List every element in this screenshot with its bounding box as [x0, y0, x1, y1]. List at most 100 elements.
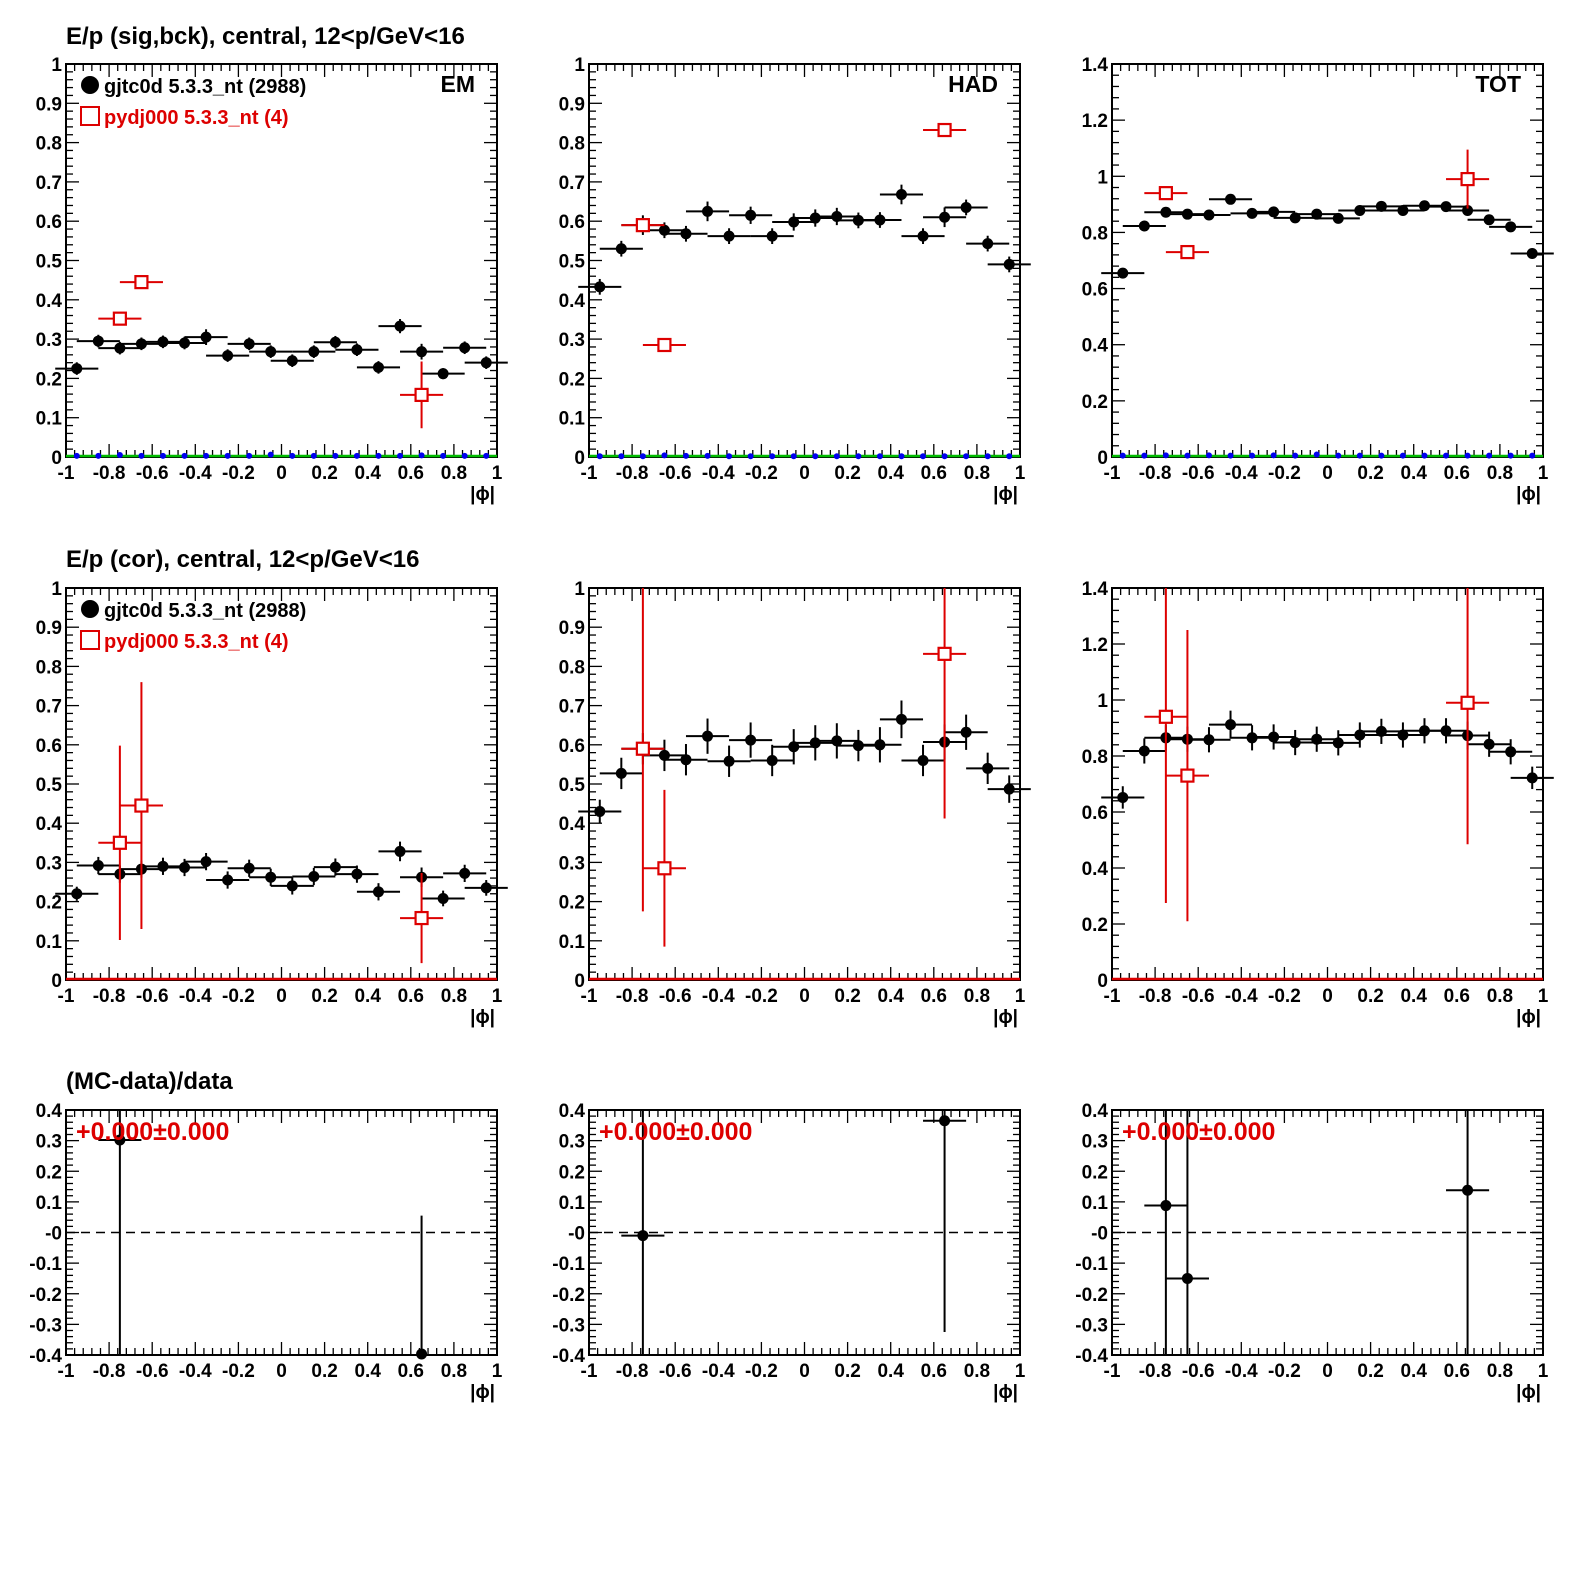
y-tick-label: 0.3	[36, 330, 62, 351]
y-tick-label: -0.4	[1075, 1346, 1108, 1367]
y-tick-label: 0.2	[1082, 1162, 1108, 1183]
data-point	[92, 335, 104, 347]
series-open-square-1	[1144, 149, 1490, 260]
y-tick-label: 0.9	[559, 618, 585, 639]
x-tick-label: 0	[276, 1361, 287, 1382]
data-point	[1160, 1200, 1172, 1212]
background-point	[726, 453, 733, 460]
y-tick-label: 0.3	[36, 853, 62, 874]
x-tick-label: -0.8	[93, 1361, 126, 1382]
data-point	[680, 754, 692, 766]
x-tick-label: -0.8	[1139, 463, 1172, 484]
background-point	[876, 453, 883, 460]
data-point	[939, 211, 951, 223]
background-point	[224, 452, 231, 459]
data-point	[1003, 258, 1015, 270]
data-point	[1311, 208, 1323, 220]
x-tick-label: -0.8	[93, 986, 126, 1007]
background-point	[812, 453, 819, 460]
y-tick-label: -0	[45, 1224, 62, 1245]
mc-point	[414, 387, 429, 403]
data-point	[1526, 772, 1538, 784]
series-open-square-1	[621, 588, 967, 947]
x-tick-label: -0.4	[702, 986, 735, 1007]
data-point	[416, 1348, 428, 1360]
y-tick-label: 0.4	[36, 814, 63, 835]
x-tick-label: 0.2	[311, 986, 337, 1007]
y-tick-label: -0.2	[29, 1285, 62, 1306]
x-tick-label: -0.4	[1225, 463, 1258, 484]
y-tick-label: 1	[1097, 167, 1108, 188]
data-point	[1375, 200, 1387, 212]
y-tick-label: 1	[51, 55, 62, 76]
x-tick-label: 0.4	[1400, 1361, 1427, 1382]
y-tick-label: 0.5	[36, 252, 63, 273]
x-tick-label: -0.6	[659, 1361, 692, 1382]
data-point	[243, 862, 255, 874]
data-point	[745, 209, 757, 221]
y-tick-label: 0.3	[36, 1132, 62, 1153]
background-point	[1529, 452, 1536, 459]
x-tick-label: -0.6	[1182, 463, 1215, 484]
y-tick-label: 0.2	[1082, 915, 1108, 936]
legend-marker	[80, 106, 100, 126]
data-point	[394, 320, 406, 332]
data-point	[1440, 725, 1452, 737]
data-point	[286, 880, 298, 892]
x-tick-label: -0.8	[616, 463, 649, 484]
x-tick-label: -0.6	[1182, 1361, 1215, 1382]
data-point	[351, 868, 363, 880]
data-point	[1440, 201, 1452, 213]
y-tick-label: 0.8	[1082, 747, 1108, 768]
data-point	[895, 713, 907, 725]
x-tick-label: -0.6	[136, 463, 169, 484]
y-tick-label: 0.5	[559, 775, 586, 796]
x-axis-label: |ϕ|	[1516, 1007, 1541, 1028]
background-point	[618, 453, 625, 460]
y-tick-label: -0.2	[552, 1285, 585, 1306]
panel-had-cor: -1 -0.8 -0.6 -0.4 -0.2 0 0.2 0.4 0.6 0.8 1|ϕ|00.10…	[559, 579, 1031, 1028]
background-point	[159, 452, 166, 459]
background-point	[984, 453, 991, 460]
data-point	[809, 737, 821, 749]
data-point	[723, 230, 735, 242]
data-point	[1203, 734, 1215, 746]
series-circle-0	[578, 700, 1031, 824]
x-axis-label: |ϕ|	[470, 1007, 495, 1028]
y-tick-label: 1	[1097, 691, 1108, 712]
y-tick-label: -0.3	[29, 1315, 62, 1336]
data-point	[594, 281, 606, 293]
background-point	[1421, 452, 1428, 459]
panel-em-cor: -1 -0.8 -0.6 -0.4 -0.2 0 0.2 0.4 0.6 0.8 1|ϕ|00.10…	[36, 579, 508, 1028]
data-point	[372, 361, 384, 373]
plot-frame	[1111, 63, 1544, 458]
background-point	[181, 452, 188, 459]
x-axis-label: |ϕ|	[1516, 1382, 1541, 1403]
data-point	[1268, 731, 1280, 743]
x-tick-label: 0.4	[1400, 463, 1427, 484]
x-tick-label: -0.8	[1139, 986, 1172, 1007]
y-tick-label: 0.2	[559, 369, 585, 390]
x-tick-label: -0.6	[1182, 986, 1215, 1007]
y-tick-label: 0.4	[36, 1101, 63, 1122]
background-point	[353, 452, 360, 459]
legend-label: pydj000 5.3.3_nt (4)	[104, 631, 289, 653]
x-tick-label: -1	[1104, 986, 1121, 1007]
background-point	[833, 453, 840, 460]
y-tick-label: -0.4	[29, 1346, 62, 1367]
data-point	[222, 350, 234, 362]
data-point	[1462, 1184, 1474, 1196]
y-tick-label: 0.7	[559, 697, 585, 718]
data-point	[179, 861, 191, 873]
x-tick-label: 0	[276, 986, 287, 1007]
data-point	[917, 754, 929, 766]
data-point	[1117, 267, 1129, 279]
data-point	[680, 228, 692, 240]
x-tick-label: 0.8	[964, 1361, 990, 1382]
y-tick-label: 0.1	[36, 1193, 63, 1214]
y-tick-label: 0.8	[1082, 223, 1108, 244]
series-open-square-1	[621, 122, 967, 353]
background-point	[1205, 452, 1212, 459]
data-point	[788, 216, 800, 228]
